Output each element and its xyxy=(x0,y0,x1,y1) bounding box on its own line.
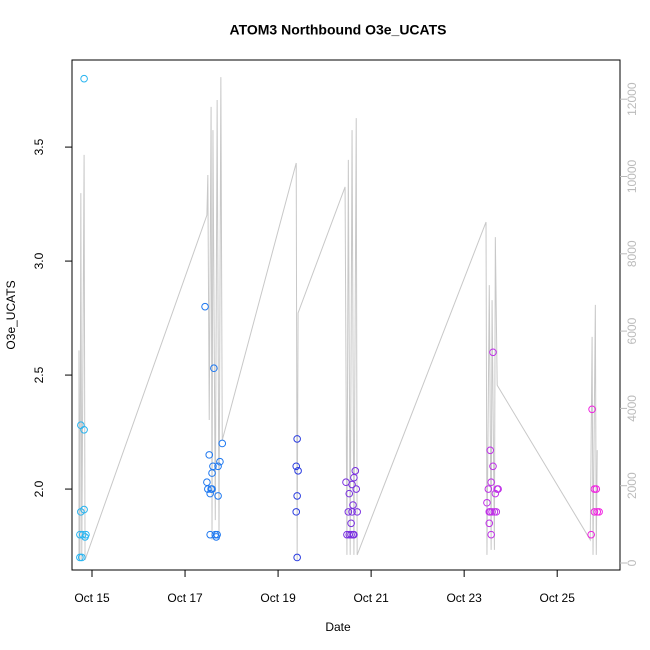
y2-tick-label: 8000 xyxy=(625,240,639,267)
point xyxy=(80,425,88,434)
point xyxy=(588,405,596,414)
point xyxy=(80,74,88,83)
x-tick-label: Oct 19 xyxy=(260,591,296,605)
y2-tick-label: 12000 xyxy=(625,82,639,116)
x-tick-label: Oct 25 xyxy=(540,591,576,605)
point xyxy=(350,530,358,539)
point xyxy=(344,508,353,516)
point xyxy=(486,508,495,516)
point xyxy=(201,302,209,311)
plot-frame xyxy=(71,59,621,571)
y2-tick-label: 4000 xyxy=(625,395,639,422)
point xyxy=(218,439,227,448)
point xyxy=(347,519,355,528)
point xyxy=(209,462,217,471)
point xyxy=(204,485,212,493)
chart-title: ATOM3 Northbound O3e_UCATS xyxy=(230,22,447,38)
point xyxy=(348,508,356,516)
x-tick-label: Oct 23 xyxy=(446,591,482,605)
point xyxy=(81,533,89,541)
point xyxy=(489,348,497,357)
y-axis-label: O3e_UCATS xyxy=(4,280,18,349)
point xyxy=(487,478,495,487)
point xyxy=(590,508,599,516)
point xyxy=(350,473,358,482)
point xyxy=(587,530,595,539)
point xyxy=(203,478,211,487)
y-tick-label: 3.5 xyxy=(32,138,46,155)
x-tick-label: Oct 17 xyxy=(167,591,203,605)
point xyxy=(216,457,224,466)
point xyxy=(351,467,360,475)
point xyxy=(210,364,218,373)
point xyxy=(492,508,501,516)
point xyxy=(595,508,603,516)
y-tick-label: 2.0 xyxy=(32,480,46,497)
x-axis-label: Date xyxy=(325,620,351,634)
point xyxy=(214,492,222,500)
y2-tick-label: 0 xyxy=(625,559,639,566)
point xyxy=(353,508,361,516)
point xyxy=(487,530,495,539)
y2-tick-label: 2000 xyxy=(625,472,639,499)
point xyxy=(592,485,601,493)
point xyxy=(208,485,216,493)
point xyxy=(78,530,87,539)
point xyxy=(348,480,356,489)
x-tick-label: Oct 21 xyxy=(353,591,389,605)
y2-tick-label: 10000 xyxy=(625,159,639,193)
point xyxy=(483,498,491,507)
point xyxy=(205,451,214,459)
point xyxy=(77,553,86,562)
point xyxy=(76,530,84,539)
y-tick-label: 3.0 xyxy=(32,252,46,269)
point xyxy=(214,462,222,471)
point xyxy=(293,553,301,562)
y2-tick-label: 6000 xyxy=(625,317,639,344)
point xyxy=(292,508,301,516)
point xyxy=(352,485,361,493)
point xyxy=(489,462,497,471)
point xyxy=(206,530,214,539)
point xyxy=(494,485,502,493)
line-series xyxy=(78,77,598,561)
point xyxy=(485,519,494,528)
point xyxy=(292,462,301,471)
point xyxy=(206,489,214,498)
point xyxy=(484,485,493,493)
point xyxy=(345,489,354,498)
point xyxy=(293,435,301,443)
y-tick-label: 2.5 xyxy=(32,366,46,383)
point xyxy=(486,446,495,455)
point xyxy=(80,505,88,514)
point xyxy=(293,492,301,500)
x-tick-label: Oct 15 xyxy=(74,591,110,605)
point xyxy=(294,467,302,475)
